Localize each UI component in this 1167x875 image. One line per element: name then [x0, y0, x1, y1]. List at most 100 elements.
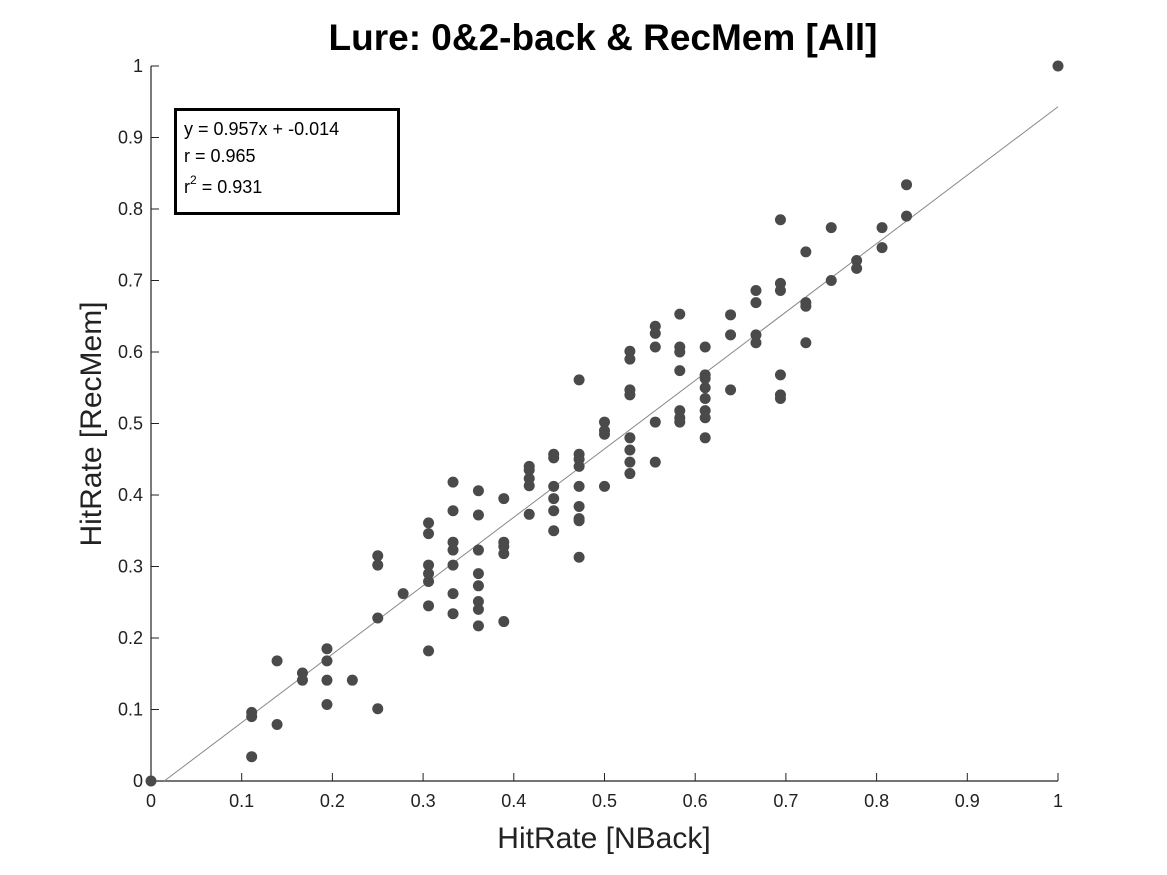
data-point: [523, 508, 535, 520]
data-point: [649, 416, 661, 428]
data-point: [548, 505, 560, 517]
data-point: [447, 559, 459, 571]
data-point: [523, 480, 535, 492]
x-tick-label: 0: [146, 791, 156, 811]
r2-text: r2 = 0.931: [184, 173, 262, 197]
data-point: [774, 214, 786, 226]
data-point: [397, 588, 409, 600]
data-point: [145, 775, 157, 787]
y-tick-label: 1: [133, 56, 143, 76]
x-tick-label: 1: [1053, 791, 1063, 811]
data-point: [321, 698, 333, 710]
y-tick-label: 0.8: [118, 199, 143, 219]
y-tick-label: 0.6: [118, 342, 143, 362]
data-point: [472, 485, 484, 497]
data-point: [599, 428, 610, 440]
data-point: [901, 179, 913, 191]
data-point: [548, 525, 560, 537]
data-point: [271, 655, 283, 667]
data-point: [674, 308, 686, 320]
data-point: [498, 493, 510, 505]
x-tick-label: 0.8: [864, 791, 889, 811]
data-point: [599, 480, 610, 492]
data-point: [372, 550, 384, 562]
data-point: [296, 674, 308, 686]
data-point: [447, 544, 459, 556]
data-point: [423, 645, 435, 657]
x-tick-label: 0.7: [773, 791, 798, 811]
data-point: [774, 285, 786, 297]
data-point: [346, 674, 358, 686]
data-point: [876, 222, 888, 234]
x-tick-label: 0.9: [955, 791, 980, 811]
data-point: [321, 643, 333, 655]
data-point: [372, 703, 384, 715]
y-tick-label: 0: [133, 771, 143, 791]
y-axis-label: HitRate [RecMem]: [75, 301, 108, 546]
data-point: [674, 365, 686, 377]
data-point: [372, 559, 384, 571]
data-point: [725, 309, 737, 321]
data-point: [472, 568, 484, 580]
data-point: [699, 372, 711, 384]
data-point: [825, 275, 837, 286]
data-points: [145, 60, 1064, 787]
data-point: [750, 329, 762, 341]
x-ticks: 0 0.1 0.2 0.3 0.4 0.5 0.6 0.7 0.8 0.9 1: [146, 773, 1063, 811]
data-point: [674, 346, 686, 358]
y-tick-label: 0.7: [118, 271, 143, 291]
data-point: [699, 392, 711, 404]
data-point: [573, 374, 585, 386]
data-point: [624, 456, 636, 468]
data-point: [423, 559, 435, 571]
data-point: [447, 536, 459, 548]
data-point: [851, 262, 863, 274]
r2-superscript: 2: [190, 173, 197, 187]
data-point: [624, 432, 636, 444]
data-point: [447, 476, 459, 488]
data-point: [699, 412, 711, 424]
data-point: [800, 300, 812, 312]
stats-box: y = 0.957x + -0.014 r = 0.965 r2 = 0.931: [174, 108, 400, 215]
data-point: [624, 353, 636, 365]
data-point: [573, 460, 585, 472]
data-point: [624, 345, 636, 357]
data-point: [573, 480, 585, 492]
data-point: [548, 493, 560, 505]
data-point: [423, 576, 435, 588]
stats-box-border: [174, 108, 400, 215]
data-point: [624, 444, 636, 456]
y-tick-label: 0.9: [118, 128, 143, 148]
data-point: [851, 254, 863, 266]
data-point: [548, 480, 560, 492]
data-point: [447, 588, 459, 600]
data-point: [699, 341, 711, 353]
data-point: [573, 515, 585, 527]
x-tick-label: 0.1: [229, 791, 254, 811]
y-tick-label: 0.4: [118, 485, 143, 505]
y-tick-label: 0.1: [118, 700, 143, 720]
data-point: [321, 674, 333, 686]
data-point: [372, 612, 384, 624]
x-tick-label: 0.6: [683, 791, 708, 811]
data-point: [674, 416, 686, 428]
data-point: [774, 392, 786, 404]
data-point: [447, 608, 459, 620]
data-point: [876, 242, 888, 254]
x-axis-label: HitRate [NBack]: [497, 822, 710, 855]
equation-text: y = 0.957x + -0.014: [184, 119, 339, 139]
data-point: [649, 327, 661, 339]
r-text: r = 0.965: [184, 146, 256, 166]
data-point: [321, 655, 333, 667]
chart-title: Lure: 0&2-back & RecMem [All]: [329, 17, 878, 58]
data-point: [523, 464, 535, 476]
data-point: [498, 616, 510, 628]
data-point: [800, 246, 812, 258]
data-point: [472, 544, 484, 556]
data-point: [624, 468, 636, 480]
x-tick-label: 0.4: [501, 791, 526, 811]
data-point: [649, 341, 661, 353]
data-point: [699, 382, 711, 394]
r2-value: = 0.931: [197, 177, 263, 197]
data-point: [472, 509, 484, 521]
